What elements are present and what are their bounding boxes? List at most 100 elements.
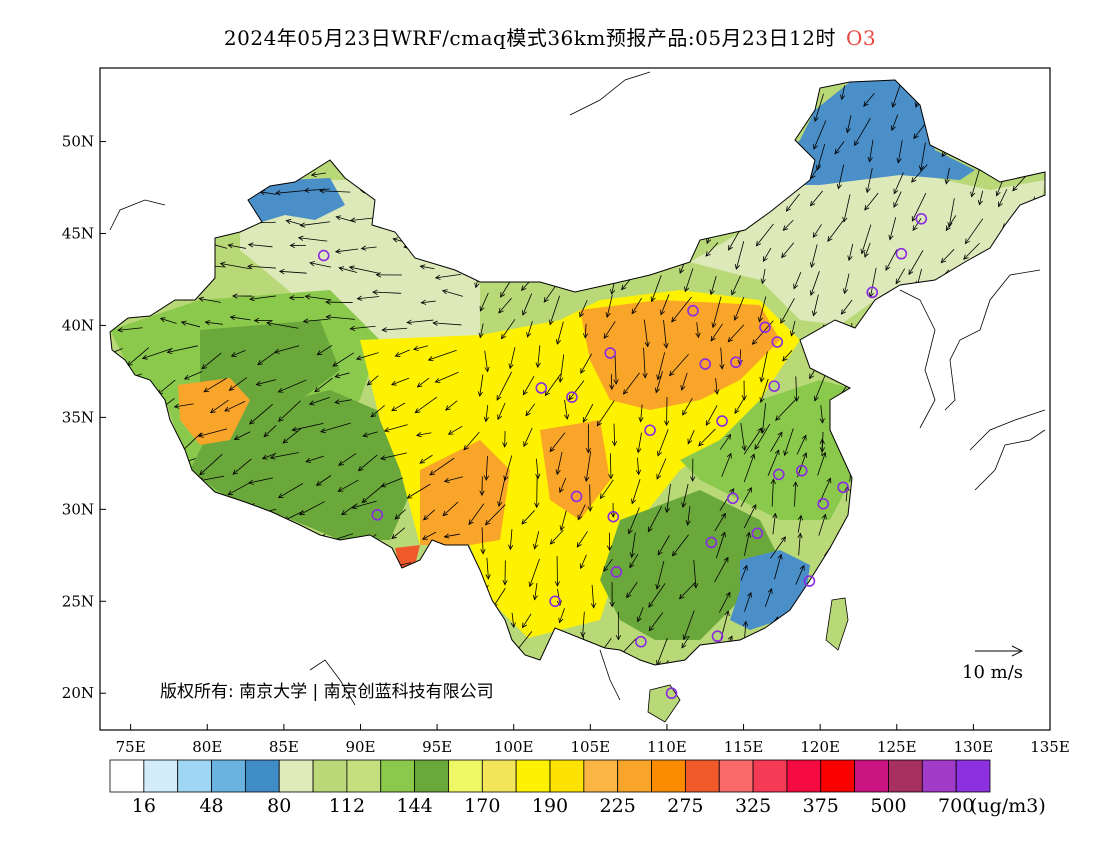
- station-marker: [570, 490, 583, 503]
- station-marker: [727, 492, 739, 505]
- station-marker: [915, 212, 928, 225]
- colorbar-label: 80: [267, 795, 291, 817]
- station-marker: [772, 468, 785, 481]
- station-marker: [644, 424, 656, 437]
- colorbar-label: 48: [199, 795, 223, 817]
- station-marker: [535, 382, 548, 394]
- colorbar-swatch: [921, 759, 957, 793]
- colorbar-swatch: [481, 759, 517, 793]
- station-marker: [687, 304, 699, 317]
- colorbar-label: 190: [532, 795, 568, 817]
- colorbar-swatch: [244, 759, 280, 793]
- lon-tick-label: 90E: [345, 738, 375, 756]
- map-title: 2024年05月23日WRF/cmaq模式36km预报产品:05月23日12时 O…: [0, 22, 1100, 51]
- station-marker: [795, 464, 808, 477]
- station-marker: [817, 498, 830, 510]
- colorbar: 16 48 80 112 144 170 190 225 275 325 375 500 700: [109, 759, 991, 817]
- colorbar-label: 144: [396, 795, 432, 817]
- colorbar-swatch: [312, 759, 348, 793]
- colorbar-label: 500: [870, 795, 906, 817]
- station-marker: [317, 249, 330, 262]
- colorbar-unit: (ug/m3): [970, 795, 1046, 817]
- station-marker: [566, 391, 578, 403]
- station-markers: [317, 212, 928, 700]
- colorbar-label: 170: [464, 795, 500, 817]
- lon-tick-label: 125E: [877, 738, 917, 756]
- colorbar-label: 16: [132, 795, 156, 817]
- colorbar-swatch: [888, 759, 923, 793]
- lon-tick-label: 130E: [954, 738, 994, 756]
- colorbar-swatch: [752, 759, 788, 793]
- colorbar-swatch: [109, 759, 145, 793]
- station-marker: [866, 286, 879, 299]
- colorbar-label: 325: [735, 795, 771, 817]
- lon-tick-label: 115E: [724, 738, 764, 756]
- station-marker: [759, 321, 771, 334]
- station-marker: [699, 358, 712, 370]
- title-text: 2024年05月23日WRF/cmaq模式36km预报产品:05月23日12时: [223, 26, 836, 50]
- colorbar-swatch: [177, 759, 212, 793]
- colorbar-swatch: [854, 759, 889, 793]
- colorbar-swatch: [718, 759, 754, 793]
- colorbar-label: 375: [803, 795, 839, 817]
- colorbar-swatch: [684, 759, 720, 793]
- colorbar-swatch: [278, 759, 314, 793]
- station-marker: [549, 595, 561, 608]
- latitude-axis: 50N 45N 40N 35N 30N 25N 20N: [62, 133, 106, 702]
- neighbour-outlines: [109, 71, 1046, 706]
- station-marker: [610, 566, 623, 578]
- colorbar-swatch: [786, 759, 822, 793]
- station-marker: [635, 635, 647, 648]
- lat-tick-label: 30N: [62, 500, 94, 518]
- colorbar-swatch: [143, 759, 179, 793]
- lon-tick-label: 85E: [269, 738, 299, 756]
- lat-tick-label: 50N: [62, 133, 94, 151]
- colorbar-swatch: [380, 759, 416, 793]
- wind-scale-label: 10 m/s: [962, 662, 1023, 683]
- copyright-text: 版权所有: 南京大学 | 南京创蓝科技有限公司: [160, 682, 494, 702]
- station-marker: [604, 347, 617, 359]
- station-marker: [607, 510, 620, 523]
- station-marker: [803, 575, 816, 587]
- lon-tick-label: 75E: [116, 738, 146, 756]
- colorbar-label: 275: [667, 795, 703, 817]
- station-marker: [711, 630, 724, 643]
- colorbar-swatch: [515, 759, 551, 793]
- pollutant-label: O3: [845, 26, 877, 50]
- station-marker: [665, 687, 678, 700]
- colorbar-swatch: [414, 759, 449, 793]
- hainan: [647, 684, 681, 723]
- colorbar-swatch: [955, 759, 991, 793]
- colorbar-swatch: [448, 759, 483, 793]
- lat-tick-label: 40N: [62, 316, 94, 334]
- lon-tick-label: 120E: [800, 738, 840, 756]
- station-marker: [716, 415, 728, 427]
- lat-tick-label: 20N: [62, 684, 94, 702]
- station-marker: [705, 536, 718, 549]
- colorbar-swatch: [346, 759, 382, 793]
- colorbar-swatch: [651, 759, 686, 793]
- taiwan: [825, 597, 849, 651]
- colorbar-label: 112: [329, 795, 365, 817]
- lon-tick-label: 100E: [494, 738, 534, 756]
- lon-tick-label: 95E: [422, 738, 452, 756]
- colorbar-label: 700: [938, 795, 974, 817]
- lon-tick-label: 110E: [647, 738, 687, 756]
- station-marker: [768, 380, 780, 392]
- colorbar-swatch: [583, 759, 619, 793]
- station-marker: [895, 247, 908, 260]
- colorbar-label: 225: [600, 795, 636, 817]
- colorbar-swatch: [617, 759, 652, 793]
- lat-tick-label: 45N: [62, 225, 94, 243]
- lat-tick-label: 35N: [62, 408, 94, 426]
- station-marker: [837, 481, 849, 494]
- lon-tick-label: 80E: [192, 738, 222, 756]
- lon-tick-label: 135E: [1030, 738, 1070, 756]
- station-marker: [371, 509, 384, 521]
- colorbar-swatch: [820, 759, 856, 793]
- colorbar-swatch: [549, 759, 585, 793]
- colorbar-swatch: [211, 759, 246, 793]
- longitude-axis: 75E 80E 85E 90E 95E 100E 105E 110E 115E 120E 125E 1…: [116, 724, 1070, 756]
- station-marker: [730, 356, 742, 369]
